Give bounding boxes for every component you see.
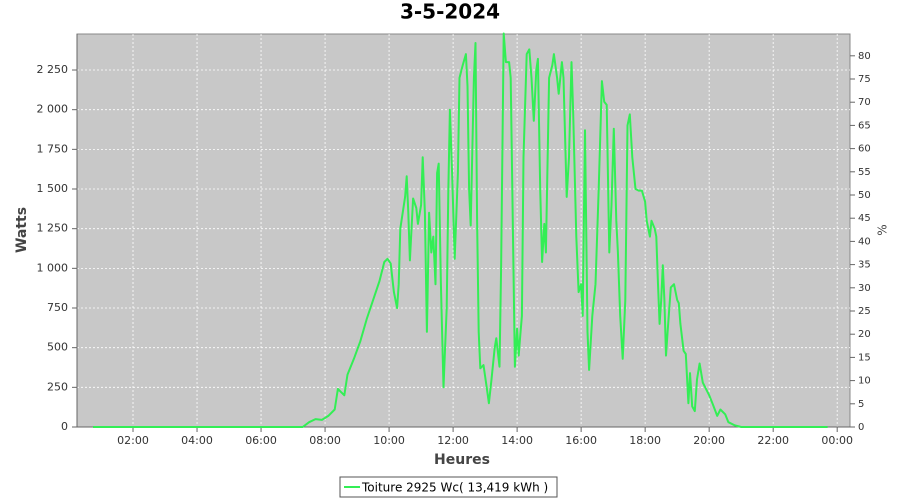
- chart-title: 3-5-2024: [400, 0, 500, 24]
- y2-tick-label: 15: [858, 352, 871, 363]
- plot-area: [76, 33, 851, 428]
- x-tick-label: 16:00: [565, 434, 597, 447]
- legend-box: [339, 476, 558, 498]
- y2-tick-label: 65: [858, 120, 871, 131]
- y2-tick-label: 40: [858, 236, 871, 247]
- x-tick-label: 06:00: [245, 434, 277, 447]
- y2-tick-label: 60: [858, 144, 871, 155]
- y2-tick-label: 80: [858, 51, 871, 62]
- y-tick-label: 1 750: [37, 142, 69, 155]
- data-line: [93, 32, 828, 428]
- y2-tick-label: 25: [858, 306, 871, 317]
- y2-tick-label: 75: [858, 74, 871, 85]
- y2-tick-label: 20: [858, 329, 871, 340]
- x-tick-label: 02:00: [117, 434, 149, 447]
- y-tick-label: 1 000: [37, 261, 69, 274]
- y-tick-label: 750: [47, 301, 68, 314]
- x-tick-label: 22:00: [757, 434, 789, 447]
- x-tick-label: 12:00: [437, 434, 469, 447]
- x-tick-label: 14:00: [501, 434, 533, 447]
- x-tick-label: 08:00: [309, 434, 341, 447]
- y-tick-label: 1 500: [37, 182, 69, 195]
- y2-tick-label: 55: [858, 167, 871, 178]
- y2-tick-label: 0: [858, 422, 864, 433]
- x-tick-label: 10:00: [373, 434, 405, 447]
- x-tick-label: 04:00: [181, 434, 213, 447]
- y-tick-label: 250: [47, 380, 68, 393]
- y-tick-label: 0: [61, 420, 68, 433]
- y2-tick-label: 35: [858, 260, 871, 271]
- y2-tick-label: 5: [858, 399, 864, 410]
- y2-tick-label: 30: [858, 283, 871, 294]
- y-tick-label: 1 250: [37, 222, 69, 235]
- y2-axis-label: %: [876, 224, 890, 235]
- x-axis-label: Heures: [434, 452, 490, 468]
- y2-tick-label: 45: [858, 213, 871, 224]
- x-tick-label: 18:00: [629, 434, 661, 447]
- x-tick-label: 00:00: [821, 434, 853, 447]
- y2-tick-label: 10: [858, 376, 871, 387]
- y-tick-label: 2 250: [37, 63, 69, 76]
- y-tick-label: 2 000: [37, 103, 69, 116]
- y-tick-label: 500: [47, 341, 68, 354]
- x-tick-label: 20:00: [693, 434, 725, 447]
- y2-tick-label: 70: [858, 97, 871, 108]
- legend-label: Toiture 2925 Wc( 13,419 kWh ): [361, 481, 548, 495]
- y2-tick-label: 50: [858, 190, 871, 201]
- y-axis-label: Watts: [14, 207, 30, 253]
